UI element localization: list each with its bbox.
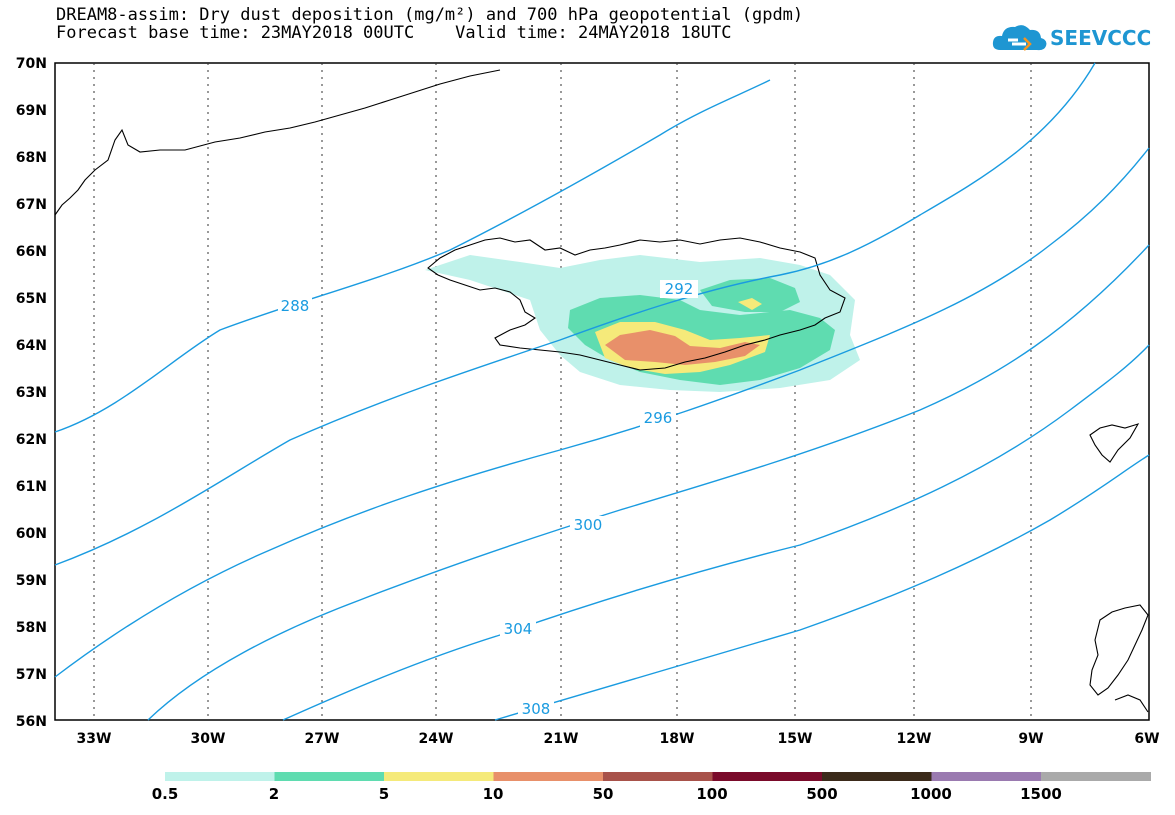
legend-swatch (165, 772, 275, 781)
contour-292 (54, 62, 1096, 566)
contour-288 (54, 79, 771, 433)
lat-label: 62N (16, 432, 47, 448)
contour-label-296: 296 (644, 409, 673, 427)
lat-label: 57N (16, 667, 47, 683)
contour-label-288: 288 (281, 297, 310, 315)
lat-label: 61N (16, 479, 47, 495)
lon-label: 6W (1134, 731, 1159, 747)
legend-label: 5 (378, 785, 390, 803)
legend-label: 0.5 (151, 785, 179, 803)
legend-swatch (603, 772, 713, 781)
coastlines (54, 69, 1149, 713)
legend-label: 100 (696, 785, 728, 803)
iceland-coast (427, 237, 846, 371)
legend-swatch (384, 772, 494, 781)
lon-label: 12W (897, 731, 932, 747)
lon-label: 9W (1018, 731, 1043, 747)
lon-label: 15W (778, 731, 813, 747)
dust-area-10 (605, 330, 760, 365)
legend-label: 10 (482, 785, 504, 803)
contour-labels: 288 292 296 300 304 308 (278, 280, 698, 718)
geopotential-contours (54, 62, 1150, 721)
lat-label: 63N (16, 385, 47, 401)
lat-label: 70N (16, 56, 47, 72)
dust-area-5b (738, 298, 762, 310)
grid (93, 63, 1032, 720)
legend-label: 1000 (910, 785, 952, 803)
legend-swatch (493, 772, 604, 781)
contour-label-304: 304 (504, 620, 533, 638)
legend-swatch (1041, 772, 1151, 781)
lon-label: 21W (544, 731, 579, 747)
dust-shading (425, 255, 860, 392)
contour-308 (494, 454, 1150, 721)
lon-label: 30W (191, 731, 226, 747)
lat-label: 64N (16, 338, 47, 354)
lat-label: 58N (16, 620, 47, 636)
lat-label: 65N (16, 291, 47, 307)
map-frame (54, 62, 1150, 721)
legend-colorbar (165, 772, 1151, 781)
lat-label: 66N (16, 244, 47, 260)
legend-swatch (712, 772, 823, 781)
lon-label: 24W (419, 731, 454, 747)
lat-label: 60N (16, 526, 47, 542)
lon-label: 27W (305, 731, 340, 747)
scotland-coast-south (1114, 694, 1149, 713)
lon-label: 18W (660, 731, 695, 747)
contour-label-300: 300 (574, 516, 603, 534)
legend-label: 2 (268, 785, 280, 803)
lon-label: 33W (77, 731, 112, 747)
logo-text: SEEVCCC (1050, 26, 1152, 50)
legend-swatch (931, 772, 1042, 781)
latitude-labels: 70N 69N 68N 67N 66N 65N 64N 63N 62N 61N … (16, 56, 47, 730)
contour-304 (282, 344, 1150, 721)
seevccc-logo: SEEVCCC (990, 18, 1160, 58)
faroe-coast (1089, 423, 1140, 463)
cloud-logo-icon (992, 25, 1047, 51)
legend-label: 500 (806, 785, 838, 803)
lat-label: 59N (16, 573, 47, 589)
legend-swatch (822, 772, 932, 781)
legend-label: 50 (592, 785, 614, 803)
contour-label-292: 292 (665, 280, 694, 298)
longitude-labels: 33W 30W 27W 24W 21W 18W 15W 12W 9W 6W (77, 731, 1160, 747)
map-title-line2: Forecast base time: 23MAY2018 00UTC Vali… (56, 23, 732, 43)
map-title-line1: DREAM8-assim: Dry dust deposition (mg/m²… (56, 5, 804, 25)
contour-300 (147, 244, 1150, 721)
contour-label-308: 308 (522, 700, 551, 718)
scotland-coast (1089, 604, 1149, 696)
lat-label: 69N (16, 103, 47, 119)
legend-swatch (274, 772, 385, 781)
lat-label: 68N (16, 150, 47, 166)
lat-label: 56N (16, 714, 47, 730)
legend-label: 1500 (1020, 785, 1062, 803)
greenland-coast (54, 69, 501, 216)
lat-label: 67N (16, 197, 47, 213)
